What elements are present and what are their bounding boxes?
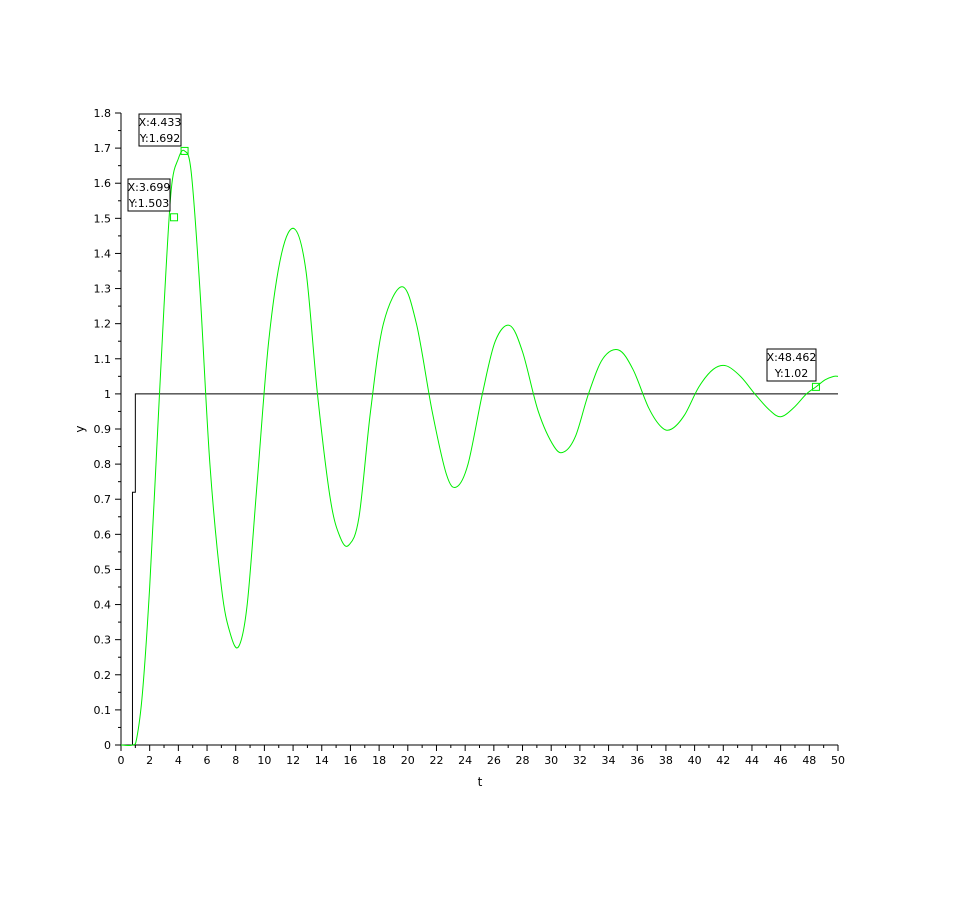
x-tick-label: 22	[429, 754, 443, 767]
x-tick-label: 0	[118, 754, 125, 767]
x-tick-label: 18	[372, 754, 386, 767]
x-tick-label: 24	[458, 754, 472, 767]
y-tick-label: 1.6	[94, 177, 112, 190]
x-tick-label: 16	[343, 754, 357, 767]
datatip: X:48.462 Y:1.02	[766, 348, 820, 391]
x-tick-label: 12	[286, 754, 300, 767]
datatip-marker	[811, 382, 820, 391]
y-tick-label: 0.5	[94, 563, 112, 576]
datatip-y-label: Y:1.02	[774, 367, 808, 380]
datatip-x-label: X:3.699	[128, 181, 171, 194]
datatip-box	[138, 113, 182, 147]
y-tick-label: 0.7	[94, 493, 112, 506]
axes: 0 2 4 6 8 10 12 14 16 18 20 22 24 26 28 30 32 34 36 38 40 42 4…	[94, 107, 846, 767]
y-tick-label: 1.5	[94, 212, 112, 225]
datatip-y-label: Y:1.503	[128, 197, 169, 210]
x-tick-label: 2	[146, 754, 153, 767]
datatip-x-label: X:4.433	[139, 116, 182, 129]
x-tick-label: 48	[802, 754, 816, 767]
y-tick-label: 0	[104, 739, 111, 752]
x-tick-label: 42	[716, 754, 730, 767]
y-tick-label: 0.6	[94, 528, 112, 541]
y-tick-label: 1	[104, 388, 111, 401]
x-tick-label: 46	[774, 754, 788, 767]
y-tick-label: 1.4	[94, 247, 112, 260]
y-tick-label: 0.8	[94, 458, 112, 471]
reference-step-line	[121, 393, 838, 746]
x-tick-label: 40	[688, 754, 702, 767]
series-layer	[120, 149, 839, 747]
y-tick-label: 0.2	[94, 669, 112, 682]
datatip-layer: X:4.433 Y:1.692 X:3.699 Y:1.503 X:48.462 Y:1.…	[127, 113, 820, 391]
x-tick-label: 14	[315, 754, 329, 767]
y-tick-label: 1.7	[94, 142, 112, 155]
datatip-marker	[170, 213, 179, 222]
x-tick-label: 38	[659, 754, 673, 767]
y-tick-label: 1.8	[94, 107, 112, 120]
y-tick-label: 1.3	[94, 283, 112, 296]
datatip-y-label: Y:1.692	[139, 132, 180, 145]
y-tick-label: 1.1	[94, 353, 112, 366]
x-tick-label: 4	[175, 754, 182, 767]
x-tick-label: 36	[630, 754, 644, 767]
x-tick-label: 26	[487, 754, 501, 767]
x-tick-label: 20	[401, 754, 415, 767]
datatip-marker	[180, 146, 189, 155]
x-tick-label: 8	[232, 754, 239, 767]
x-tick-label: 6	[204, 754, 211, 767]
datatip: X:3.699 Y:1.503	[127, 178, 179, 222]
y-tick-label: 0.1	[94, 704, 112, 717]
datatip: X:4.433 Y:1.692	[138, 113, 189, 155]
y-tick-label: 0.9	[94, 423, 112, 436]
y-tick-label: 1.2	[94, 318, 112, 331]
datatip-x-label: X:48.462	[767, 351, 817, 364]
x-tick-label: 50	[831, 754, 845, 767]
x-tick-label: 30	[544, 754, 558, 767]
datatip-box	[127, 178, 171, 212]
x-axis-label: t	[478, 775, 483, 789]
x-tick-label: 32	[573, 754, 587, 767]
x-tick-label: 10	[257, 754, 271, 767]
x-tick-label: 28	[516, 754, 530, 767]
x-tick-label: 44	[745, 754, 759, 767]
y-tick-label: 0.3	[94, 634, 112, 647]
x-tick-label: 34	[602, 754, 616, 767]
datatip-box	[766, 348, 817, 382]
y-axis-label: y	[73, 425, 87, 432]
y-tick-label: 0.4	[94, 599, 112, 612]
response-line	[120, 149, 839, 747]
